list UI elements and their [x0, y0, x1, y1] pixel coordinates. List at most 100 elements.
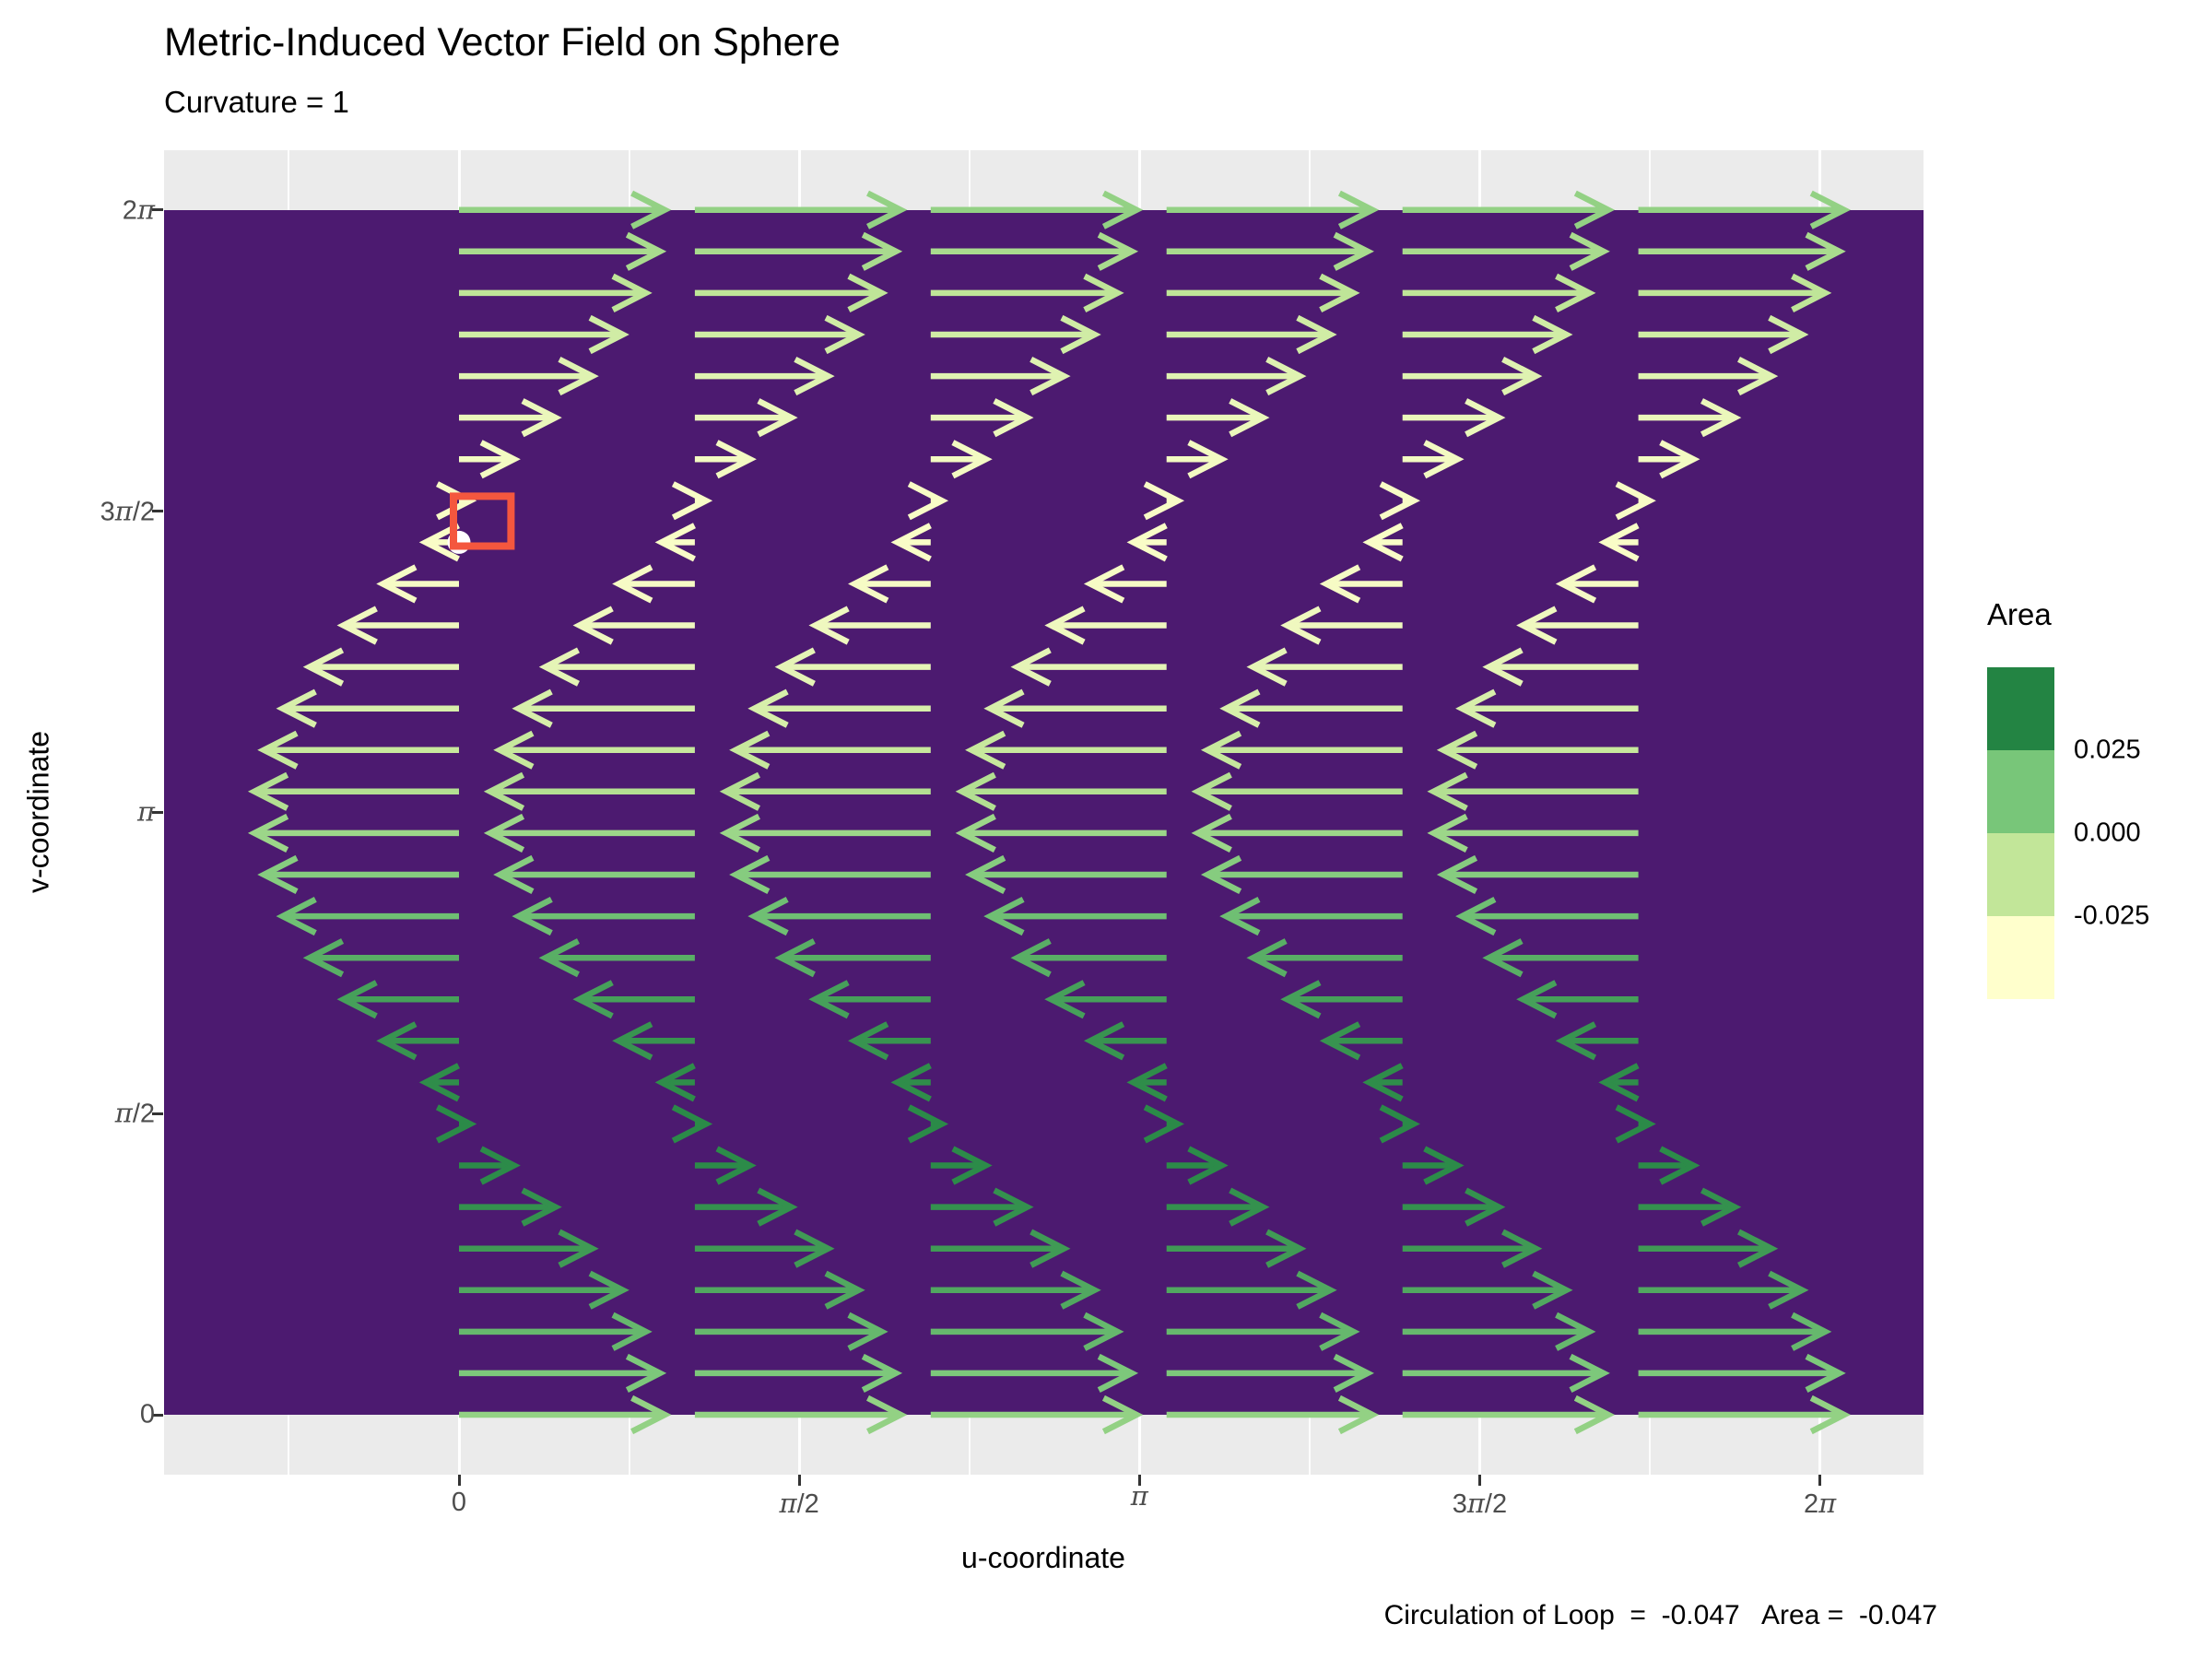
field-arrow — [930, 1353, 1139, 1393]
field-arrow — [459, 231, 667, 271]
field-arrow — [694, 1229, 835, 1268]
field-arrow — [1638, 357, 1779, 396]
field-arrow — [1402, 1270, 1573, 1310]
field-arrow — [671, 481, 713, 521]
field-arrow — [1246, 647, 1403, 687]
field-arrow — [459, 190, 672, 229]
field-arrow — [729, 730, 931, 770]
chart-title: Metric-Induced Vector Field on Sphere — [164, 20, 841, 65]
field-arrow — [1436, 730, 1639, 770]
x-axis-title: u-coordinate — [961, 1541, 1125, 1574]
field-arrow — [1638, 1229, 1779, 1268]
field-arrow — [1402, 357, 1543, 396]
field-arrow — [538, 938, 695, 978]
field-arrow — [930, 1229, 1071, 1268]
field-arrow — [612, 564, 695, 604]
field-arrow — [418, 1063, 460, 1102]
legend-title: Area — [1987, 597, 2052, 631]
legend: Area 0.025 0.000 -0.025 — [1987, 597, 2208, 999]
field-arrow — [907, 1104, 949, 1144]
field-arrow — [1638, 231, 1846, 271]
field-arrow — [930, 1394, 1144, 1435]
field-arrow — [435, 1104, 477, 1144]
field-arrow — [1010, 647, 1167, 687]
legend-swatch — [1987, 667, 2054, 750]
field-arrow — [459, 357, 599, 396]
field-arrow — [930, 398, 1034, 438]
field-arrow — [1219, 897, 1403, 936]
field-arrow — [1319, 1021, 1403, 1061]
field-arrow — [538, 647, 695, 687]
field-arrow — [890, 523, 932, 562]
field-arrow — [930, 440, 993, 479]
y-tick-mark — [152, 208, 163, 212]
field-arrow — [1598, 1063, 1640, 1102]
loop-marker — [450, 492, 515, 550]
field-arrow — [983, 688, 1167, 728]
y-axis-title: v-coordinate — [21, 730, 55, 894]
field-arrow — [654, 523, 696, 562]
field-arrow — [1010, 938, 1167, 978]
field-arrow — [1166, 440, 1229, 479]
field-arrow — [1191, 771, 1403, 811]
field-arrow — [1166, 1312, 1360, 1351]
field-arrow — [774, 647, 931, 687]
field-arrow — [671, 1104, 713, 1144]
field-arrow — [1200, 730, 1403, 770]
field-arrow — [694, 314, 865, 355]
field-arrow — [1126, 1063, 1168, 1102]
field-arrow — [1638, 1187, 1742, 1227]
field-arrow — [483, 771, 695, 811]
field-arrow — [1143, 1104, 1184, 1144]
field-arrow — [694, 1270, 865, 1310]
field-arrow — [747, 688, 931, 728]
field-arrow — [694, 398, 798, 438]
field-arrow — [930, 273, 1124, 312]
x-tick-label: 3π/2 — [1452, 1488, 1508, 1519]
y-tick-label: π — [136, 795, 155, 828]
field-arrow — [1191, 813, 1403, 853]
field-arrow — [1166, 1229, 1307, 1268]
field-arrow — [459, 440, 521, 479]
field-arrow — [1379, 1104, 1420, 1144]
legend-swatch — [1987, 916, 2054, 999]
field-arrow — [1246, 938, 1403, 978]
field-arrow — [1427, 771, 1639, 811]
raster-background — [164, 209, 1924, 1415]
field-arrow — [747, 897, 931, 936]
field-arrow — [459, 273, 653, 312]
field-arrow — [1638, 273, 1832, 312]
field-arrow — [1402, 190, 1616, 229]
field-arrow — [930, 231, 1139, 271]
field-arrow — [955, 771, 1167, 811]
field-arrow — [276, 897, 459, 936]
field-arrow — [907, 481, 949, 521]
y-tick-label: 0 — [139, 1399, 155, 1430]
field-arrow — [1379, 481, 1420, 521]
field-arrow — [612, 1021, 695, 1061]
legend-swatches: 0.025 0.000 -0.025 — [1987, 667, 2149, 999]
field-arrow — [257, 854, 459, 894]
field-arrow — [694, 440, 757, 479]
field-arrow — [1083, 1021, 1167, 1061]
field-arrow — [1402, 398, 1506, 438]
field-arrow — [1143, 481, 1185, 521]
field-arrow — [336, 606, 459, 645]
field-arrow — [1402, 314, 1573, 355]
x-tick-label: 0 — [451, 1488, 467, 1517]
x-tick-mark — [1137, 1475, 1141, 1486]
field-arrow — [1638, 398, 1742, 438]
field-arrow — [930, 1270, 1101, 1310]
field-arrow — [1638, 1270, 1809, 1310]
field-arrow — [376, 564, 459, 604]
field-arrow — [572, 606, 695, 645]
x-tick-label: π — [1130, 1480, 1148, 1512]
field-arrow — [965, 730, 1167, 770]
field-arrow — [694, 1187, 798, 1227]
field-arrow — [459, 1312, 653, 1351]
field-arrow — [930, 357, 1071, 396]
field-arrow — [436, 481, 477, 521]
field-arrow — [1615, 1104, 1656, 1144]
field-arrow — [1166, 231, 1374, 271]
field-arrow — [459, 1353, 667, 1393]
